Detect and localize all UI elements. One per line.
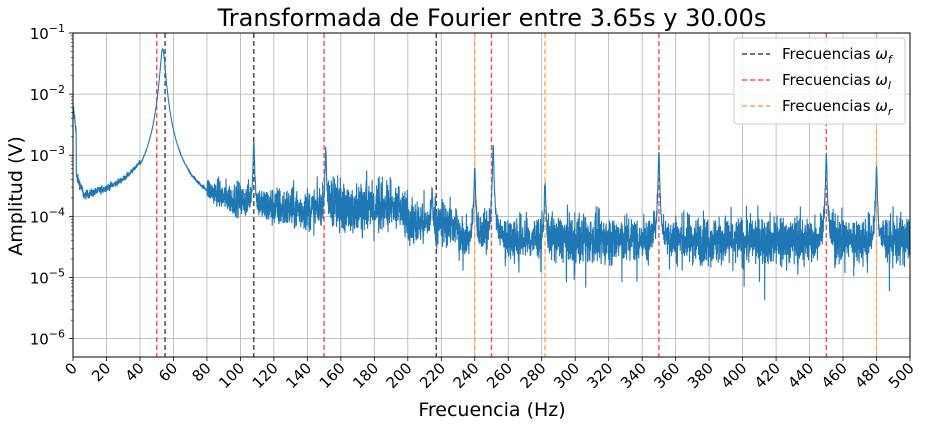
legend-entry: Frecuencias ωf [782, 45, 894, 66]
x-tick-label: 60 [155, 359, 181, 385]
spectrum-peak [544, 186, 546, 188]
spectrum-peak [431, 197, 433, 199]
x-tick-label: 20 [88, 359, 114, 385]
spectrum-peak [825, 154, 827, 156]
y-tick-label: 10−3 [30, 144, 65, 165]
spectrum-line [72, 48, 911, 301]
x-axis-label: Frecuencia (Hz) [418, 399, 565, 421]
spectrum-peak [162, 48, 164, 50]
spectrum-peak [658, 152, 660, 154]
spectrum-peak [325, 152, 327, 154]
x-tick-label: 100 [215, 359, 248, 392]
x-tick-label: 40 [122, 359, 148, 385]
x-tick-label: 200 [383, 359, 416, 392]
x-tick-label: 280 [517, 359, 550, 392]
legend: Frecuencias ωf Frecuencias ωl Frecuencias … [733, 37, 906, 125]
x-tick-label: 480 [851, 359, 884, 392]
y-tick-label: 10−1 [30, 22, 65, 43]
y-axis-ticks: 10−6 10−5 10−4 10−3 10−2 10−1 [30, 22, 73, 349]
x-tick-label: 120 [249, 359, 282, 392]
x-tick-label: 240 [450, 359, 483, 392]
plot-area [72, 48, 911, 301]
x-tick-label: 0 [61, 359, 80, 378]
chart-title: Transformada de Fourier entre 3.65s y 30… [217, 4, 767, 32]
x-tick-label: 380 [684, 359, 717, 392]
x-tick-label: 300 [550, 359, 583, 392]
x-tick-label: 360 [650, 359, 683, 392]
legend-entry: Frecuencias ωl [782, 71, 891, 92]
y-axis-label: Amplitud (V) [5, 136, 27, 256]
legend-entry: Frecuencias ωr [782, 97, 894, 118]
y-tick-label: 10−4 [30, 205, 65, 226]
spectrum-peak [253, 142, 255, 144]
x-tick-label: 140 [282, 359, 315, 392]
spectrum-peak [876, 168, 878, 170]
x-tick-label: 500 [885, 359, 918, 392]
y-tick-label: 10−2 [30, 83, 65, 104]
x-tick-label: 440 [784, 359, 817, 392]
y-tick-label: 10−5 [30, 266, 65, 287]
x-axis-ticks: 0 20 40 60 80 100 120 140 160 180 200 220 240 260 280 3… [61, 357, 918, 392]
legend-box [733, 37, 906, 125]
x-tick-label: 180 [349, 359, 382, 392]
spectrum-peak [492, 145, 494, 147]
plot-frame [72, 32, 911, 358]
spectrum-peak [474, 168, 476, 170]
x-tick-label: 80 [189, 359, 215, 385]
y-tick-label: 10−6 [30, 328, 65, 349]
x-tick-label: 260 [483, 359, 516, 392]
x-tick-label: 320 [584, 359, 617, 392]
x-tick-label: 160 [316, 359, 349, 392]
x-tick-label: 400 [717, 359, 750, 392]
x-tick-label: 420 [751, 359, 784, 392]
x-tick-label: 460 [818, 359, 851, 392]
x-tick-label: 340 [617, 359, 650, 392]
x-tick-label: 220 [416, 359, 449, 392]
